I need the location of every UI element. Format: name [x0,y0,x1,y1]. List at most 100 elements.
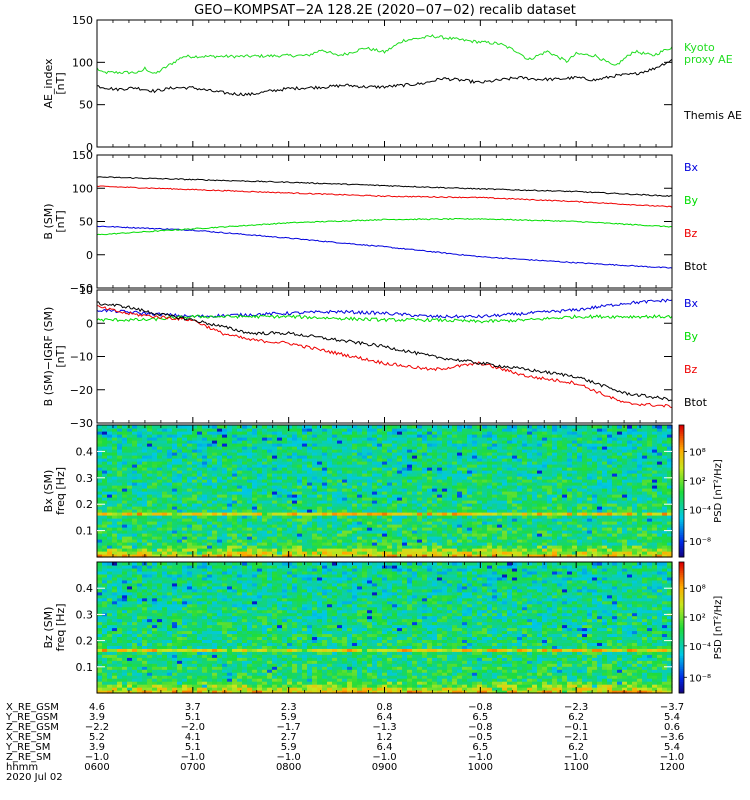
ephemeris-value: −2.0 [181,722,205,733]
ephemeris-row-label: X_RE_GSM [6,702,59,713]
ephemeris-value: 0900 [372,762,397,773]
ephemeris-value: −1.0 [181,752,205,763]
legend-btot: Btot [684,396,708,409]
colorbar-tick-label: 10⁸ [689,584,706,595]
ephemeris-row-label: X_RE_SM [6,732,51,743]
ephemeris-value: 3.7 [185,702,201,713]
ephemeris-value: 5.2 [89,732,105,743]
y-tick-label: 150 [72,149,93,162]
ephemeris-value: 1000 [468,762,493,773]
y-tick-label: 150 [72,14,93,27]
ephemeris-value: −0.1 [564,722,588,733]
ephemeris-value: −1.3 [372,722,396,733]
series-line-kyoto-proxy-ae [97,34,672,75]
ephemeris-value: 6.5 [472,742,488,753]
legend-by: By [684,194,699,207]
ephemeris-row-label: Z_RE_SM [6,752,51,763]
y-tick-label: −50 [70,282,93,295]
spectrogram-cells [97,425,673,558]
ephemeris-row-label: Z_RE_GSM [6,722,59,733]
series-line-btot [97,176,672,197]
ephemeris-value: −1.0 [468,752,492,763]
ephemeris-value: 1.2 [377,732,393,743]
spectrogram-bz-spectrogram: 0.10.20.30.4Bz (SM) freq [Hz]10⁸10²10⁻⁴10… [42,561,724,694]
ephemeris-value: −0.8 [468,722,492,733]
ephemeris-value: −2.1 [564,732,588,743]
legend-kyoto-proxy-ae: Kyoto [684,41,715,54]
figure-title: GEO−KOMPSAT−2A 128.2E (2020−07−02) recal… [194,3,576,18]
ephemeris-value: 6.2 [568,742,584,753]
spectrogram-cells [97,562,673,694]
ephemeris-value: 1200 [659,762,684,773]
ephemeris-value: −1.0 [372,752,396,763]
ephemeris-value: 5.4 [664,712,680,723]
ephemeris-value: 6.4 [377,742,393,753]
y-tick-label: 0.2 [76,498,94,511]
y-axis-label: [nT] [54,210,67,232]
colorbar-tick-label: 10⁻⁴ [689,642,711,653]
legend-themis-ae: Themis AE [683,109,742,122]
y-tick-label: 0 [86,249,93,262]
ephemeris-date: 2020 Jul 02 [6,772,63,783]
y-axis-label: B (SM)−IGRF (SM) [42,307,55,407]
ephemeris-value: 3.9 [89,712,105,723]
y-tick-label: 10 [79,284,93,297]
y-tick-label: 0.1 [76,661,94,674]
ephemeris-value: −2.2 [85,722,109,733]
legend-bz: Bz [684,227,698,240]
ephemeris-value: −3.6 [660,732,684,743]
ephemeris-value: −0.8 [468,702,492,713]
y-tick-label: −30 [70,417,93,430]
y-tick-label: 100 [72,182,93,195]
ephemeris-value: 4.1 [185,732,201,743]
ephemeris-row-label: Y_RE_GSM [5,712,58,723]
series-line-bx [97,225,672,269]
colorbar-label: PSD [nT²/Hz] [713,596,724,660]
series-line-btot [97,301,672,402]
ephemeris-value: 3.9 [89,742,105,753]
legend-bx: Bx [684,297,699,310]
series-line-bz [97,185,672,208]
series-line-by [97,314,672,324]
colorbar-tick-label: 10² [689,613,706,624]
y-axis-label: Bx (SM) [42,470,55,513]
plot-area [97,290,672,423]
colorbar: 10⁸ 10² 10⁻⁴ 10⁻⁸ PSD [nT²/Hz] [678,424,724,558]
y-tick-label: 100 [72,56,93,69]
ephemeris-value: −3.7 [660,702,684,713]
ephemeris-value: 5.9 [281,742,297,753]
ephemeris-row-label: Y_RE_SM [5,742,50,753]
ephemeris-value: 0700 [180,762,205,773]
ephemeris-value: 0.8 [377,702,393,713]
spectrogram-bx-spectrogram: 0.10.20.30.4Bx (SM) freq [Hz]10⁸10²10⁻⁴10… [42,424,724,558]
series-line-themis-ae [97,58,672,97]
colorbar-tick-label: 10⁻⁸ [689,537,711,548]
y-tick-label: 50 [79,99,93,112]
ephemeris-value: −1.0 [660,752,684,763]
colorbar-tick-label: 10⁻⁸ [689,673,711,684]
ephemeris-value: −1.0 [277,752,301,763]
colorbar-tick-label: 10⁻⁴ [689,505,711,516]
colorbar-tick-label: 10⁸ [689,447,706,458]
series-line-by [97,217,672,236]
y-tick-label: 0.1 [76,525,94,538]
ephemeris-value: 5.4 [664,742,680,753]
ephemeris-value: 0800 [276,762,301,773]
y-tick-label: 0.3 [76,472,94,485]
line-panel-db-panel: −30 −20 −10 0 10 B (SM)−IGRF (SM) [nT] Bx By Bz Bt… [42,284,708,430]
ephemeris-table: X_RE_GSM 4.6 3.7 2.3 0.8 −0.8 −2.3 −3.7 Y_RE_GSM… [5,702,685,783]
colorbar: 10⁸ 10² 10⁻⁴ 10⁻⁸ PSD [nT²/Hz] [678,561,724,694]
ephemeris-value: 6.5 [472,712,488,723]
colorbar-tick-label: 10² [689,476,706,487]
legend-btot: Btot [684,260,708,273]
legend-kyoto-proxy-ae: proxy AE [684,53,733,66]
ephemeris-value: −0.5 [468,732,492,743]
ephemeris-value: 5.9 [281,712,297,723]
ephemeris-value: 5.1 [185,712,201,723]
ephemeris-value: 6.4 [377,712,393,723]
ephemeris-value: 2.3 [281,702,297,713]
legend-bz: Bz [684,363,698,376]
y-axis-label: freq [Hz] [54,467,67,515]
y-axis-label: [nT] [54,345,67,367]
